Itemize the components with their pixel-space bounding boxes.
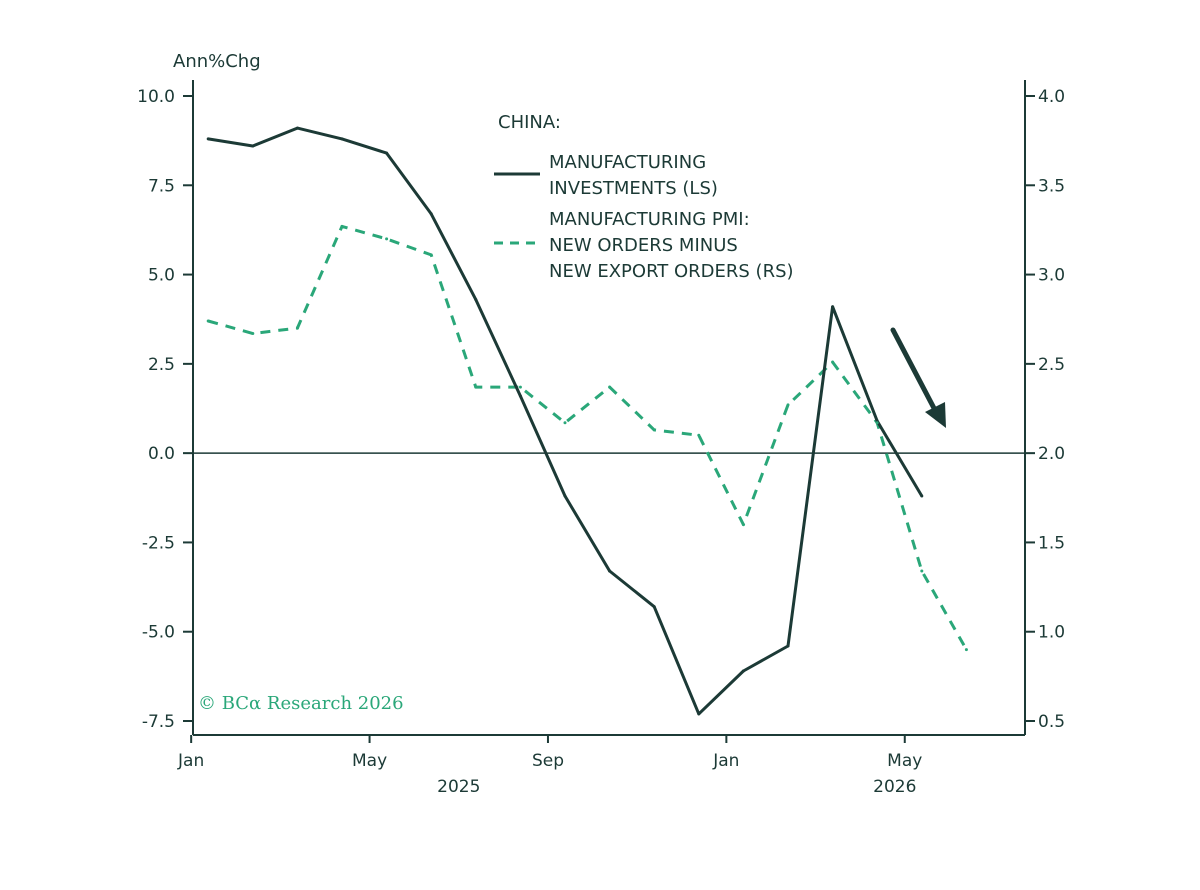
data-point-pmi — [429, 253, 433, 257]
arrow-shaft — [890, 327, 939, 415]
x-year-label: 2026 — [873, 777, 916, 797]
left-tick-label: 2.5 — [148, 355, 175, 375]
data-point-pmi — [608, 385, 612, 389]
data-point-investments — [786, 644, 790, 648]
data-point-investments — [295, 126, 299, 130]
data-point-pmi — [518, 385, 522, 389]
data-point-investments — [429, 212, 433, 216]
data-point-investments — [385, 151, 389, 155]
right-tick-label: 1.0 — [1038, 623, 1065, 643]
data-point-investments — [920, 494, 924, 498]
right-tick-label: 2.5 — [1038, 355, 1065, 375]
data-point-investments — [608, 569, 612, 573]
right-tick-label: 2.0 — [1038, 444, 1065, 464]
data-point-investments — [831, 305, 835, 309]
legend-label-investments-line1: MANUFACTURING — [549, 152, 706, 173]
x-axis-ticks: Jan May Sep Jan May 2025 2026 — [177, 735, 922, 797]
legend-label-pmi-line2: NEW ORDERS MINUS — [549, 235, 738, 256]
data-point-investments — [652, 605, 656, 609]
data-point-pmi — [741, 523, 745, 527]
data-point-pmi — [563, 421, 567, 425]
x-year-label: 2025 — [437, 777, 480, 797]
data-point-investments — [563, 494, 567, 498]
left-tick-label: 0.0 — [148, 444, 175, 464]
right-axis-ticks: 4.0 3.5 3.0 2.5 2.0 1.5 1.0 0.5 — [1025, 87, 1065, 732]
legend-header: CHINA: — [498, 112, 561, 133]
data-point-investments — [474, 298, 478, 302]
unit-label: Ann%Chg — [173, 51, 261, 72]
legend-label-investments-line2: INVESTMENTS (LS) — [549, 178, 718, 199]
data-point-pmi — [474, 385, 478, 389]
x-tick-label: May — [352, 751, 387, 771]
left-tick-label: -5.0 — [142, 623, 175, 643]
data-point-pmi — [340, 224, 344, 228]
data-point-pmi — [831, 360, 835, 364]
x-tick-label: May — [887, 751, 922, 771]
x-tick-label: Jan — [177, 751, 204, 771]
copyright: © BCα Research 2026 — [198, 693, 404, 714]
data-point-pmi — [652, 428, 656, 432]
data-point-pmi — [920, 569, 924, 573]
right-tick-label: 4.0 — [1038, 87, 1065, 107]
data-point-investments — [741, 669, 745, 673]
data-point-pmi — [875, 421, 879, 425]
left-tick-label: -2.5 — [142, 533, 175, 553]
right-tick-label: 3.0 — [1038, 266, 1065, 286]
data-point-investments — [340, 137, 344, 141]
data-point-investments — [697, 712, 701, 716]
data-point-pmi — [964, 648, 968, 652]
legend: CHINA: MANUFACTURING INVESTMENTS (LS) MA… — [494, 112, 794, 282]
x-tick-label: Sep — [532, 751, 564, 771]
left-axis-ticks: 10.0 7.5 5.0 2.5 0.0 -2.5 -5.0 -7.5 — [137, 87, 193, 732]
data-point-investments — [518, 394, 522, 398]
series-line-pmi — [207, 224, 968, 651]
left-tick-label: 7.5 — [148, 176, 175, 196]
data-point-pmi — [786, 403, 790, 407]
series-points-pmi — [206, 224, 968, 652]
x-tick-label: Jan — [712, 751, 739, 771]
data-point-investments — [206, 137, 210, 141]
right-tick-label: 3.5 — [1038, 176, 1065, 196]
series-points-investments — [206, 126, 924, 716]
right-tick-label: 1.5 — [1038, 533, 1065, 553]
legend-label-pmi-line3: NEW EXPORT ORDERS (RS) — [549, 261, 794, 282]
down-arrow-annotation — [890, 327, 946, 428]
data-point-pmi — [385, 237, 389, 241]
right-tick-label: 0.5 — [1038, 712, 1065, 732]
left-tick-label: -7.5 — [142, 712, 175, 732]
left-tick-label: 5.0 — [148, 266, 175, 286]
data-point-pmi — [251, 332, 255, 335]
data-point-investments — [251, 144, 255, 148]
data-point-pmi — [206, 319, 210, 323]
plot-frame — [192, 80, 1026, 736]
data-point-pmi — [295, 326, 299, 330]
arrow-head — [925, 402, 946, 428]
left-tick-label: 10.0 — [137, 87, 175, 107]
data-point-pmi — [697, 433, 701, 437]
legend-label-pmi-line1: MANUFACTURING PMI: — [549, 209, 750, 230]
